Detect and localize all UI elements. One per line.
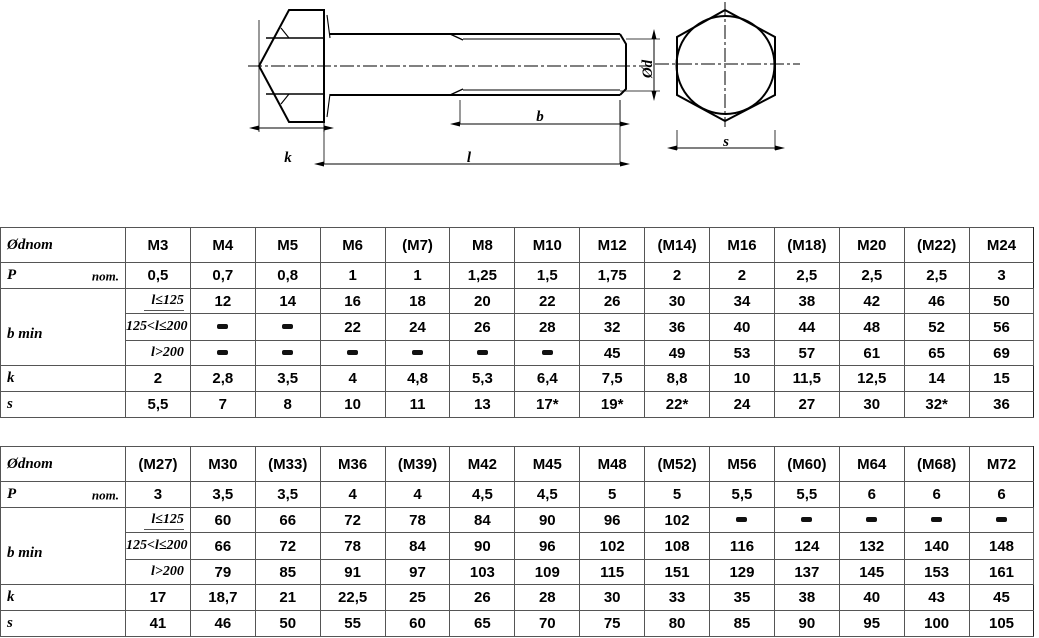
svg-text:Ød: Ød [640, 59, 656, 79]
svg-text:s: s [722, 134, 729, 150]
svg-text:k: k [284, 150, 292, 166]
svg-text:b: b [536, 109, 544, 125]
